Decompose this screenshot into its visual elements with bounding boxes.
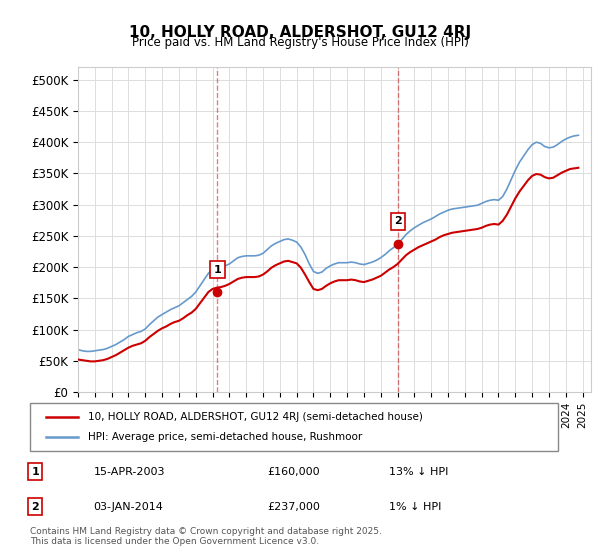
Text: £237,000: £237,000 — [268, 502, 320, 512]
Text: 2: 2 — [394, 217, 401, 226]
Text: £160,000: £160,000 — [268, 467, 320, 477]
Text: 1% ↓ HPI: 1% ↓ HPI — [389, 502, 442, 512]
Text: 03-JAN-2014: 03-JAN-2014 — [94, 502, 163, 512]
Text: Contains HM Land Registry data © Crown copyright and database right 2025.
This d: Contains HM Land Registry data © Crown c… — [30, 526, 382, 546]
Text: 15-APR-2003: 15-APR-2003 — [94, 467, 165, 477]
Text: HPI: Average price, semi-detached house, Rushmoor: HPI: Average price, semi-detached house,… — [88, 432, 362, 442]
FancyBboxPatch shape — [30, 403, 558, 451]
Text: 2: 2 — [31, 502, 39, 512]
Text: 1: 1 — [214, 264, 221, 274]
Text: 10, HOLLY ROAD, ALDERSHOT, GU12 4RJ (semi-detached house): 10, HOLLY ROAD, ALDERSHOT, GU12 4RJ (sem… — [88, 412, 423, 422]
Text: Price paid vs. HM Land Registry's House Price Index (HPI): Price paid vs. HM Land Registry's House … — [131, 36, 469, 49]
Text: 10, HOLLY ROAD, ALDERSHOT, GU12 4RJ: 10, HOLLY ROAD, ALDERSHOT, GU12 4RJ — [129, 25, 471, 40]
Text: 1: 1 — [31, 467, 39, 477]
Text: 13% ↓ HPI: 13% ↓ HPI — [389, 467, 448, 477]
